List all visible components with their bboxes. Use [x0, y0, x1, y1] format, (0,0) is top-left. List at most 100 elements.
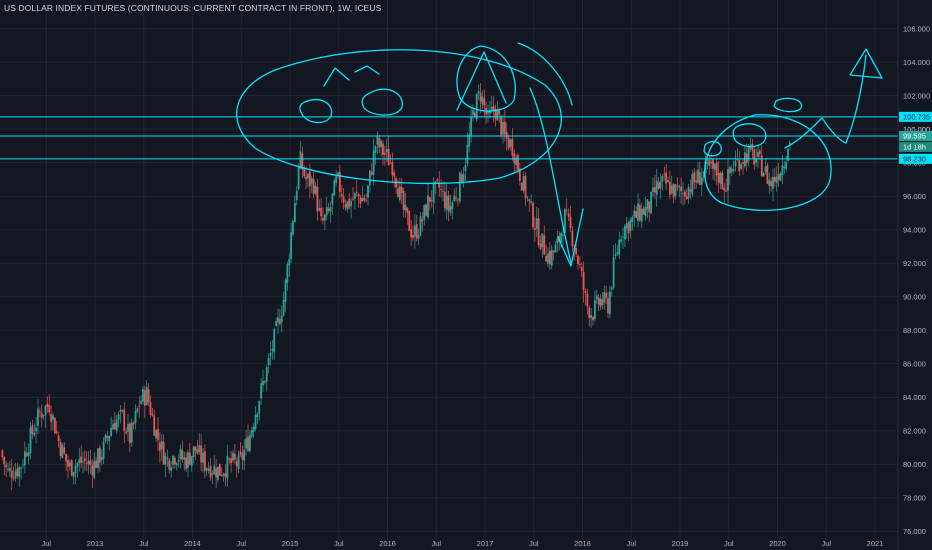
candle-body [305, 176, 308, 180]
candle-body [262, 380, 264, 386]
candle-body [758, 150, 761, 154]
candle-body [408, 211, 411, 231]
candle-body [352, 198, 354, 200]
candle-body [310, 178, 313, 184]
candle-body [350, 201, 353, 206]
candle-body [127, 423, 129, 433]
candle-body [554, 244, 557, 253]
drawing-brow-left [323, 67, 350, 87]
candle-body [303, 167, 306, 177]
candle-body [145, 387, 148, 405]
drawing-small-circle-3 [773, 97, 803, 113]
candle-body [27, 452, 30, 457]
candle-body [198, 444, 201, 452]
candle-body [78, 459, 81, 464]
candle-body [213, 465, 216, 474]
candle-body [355, 191, 358, 193]
candle-body [166, 458, 169, 459]
candle-body [652, 187, 654, 192]
candle-body [528, 199, 531, 201]
candle-body [83, 458, 86, 461]
candle-body [509, 139, 512, 147]
candle-body [492, 106, 495, 111]
candle-body [295, 190, 298, 201]
grid-lines [0, 0, 898, 540]
candle-body [547, 253, 549, 264]
candle-body [728, 167, 731, 174]
candle-body [425, 204, 428, 216]
candle-body [252, 426, 255, 432]
candle-body [301, 153, 304, 170]
candle-body [177, 460, 180, 462]
candle-body [307, 173, 309, 179]
candle-body [755, 159, 758, 163]
candle-body [89, 460, 92, 465]
candle-body [567, 213, 570, 217]
x-tick-label: 2017 [477, 539, 494, 548]
candle-body [427, 195, 429, 218]
candle-body [320, 207, 323, 217]
candle-body [325, 207, 328, 216]
candle-body [245, 438, 248, 449]
candle-body [402, 190, 405, 210]
candle-body [44, 406, 47, 416]
drawing-projection-path [784, 54, 867, 149]
candle-body [158, 442, 161, 451]
candle-body [449, 206, 452, 214]
candle-body [717, 172, 720, 183]
candle-body [779, 173, 782, 181]
y-tick-label: 82.000 [903, 427, 926, 436]
candle-body [443, 191, 446, 209]
candle-body [442, 191, 444, 192]
x-tick-label: 2019 [672, 539, 689, 548]
candle-body [430, 200, 433, 201]
candle-body [719, 172, 722, 185]
candle-body [327, 208, 330, 211]
candle-body [445, 195, 448, 211]
candle-body [55, 431, 58, 433]
candle-body [318, 207, 321, 211]
candle-body [119, 409, 122, 412]
candle-body [691, 174, 694, 195]
candle-body [230, 458, 233, 463]
candle-body [393, 172, 396, 177]
x-tick-label: 2013 [87, 539, 104, 548]
candle-body [344, 203, 347, 208]
candle-body [475, 94, 478, 120]
x-tick-label: Jul [236, 539, 246, 548]
candle-body [539, 243, 542, 250]
candle-body [775, 176, 778, 183]
candle-body [657, 182, 660, 189]
candle-body [162, 442, 165, 465]
candle-body [183, 457, 186, 460]
candle-body [788, 142, 791, 147]
candle-body [224, 473, 227, 478]
candle-body [457, 199, 459, 201]
candle-body [22, 464, 24, 466]
candle-body [635, 211, 638, 218]
candle-body [781, 165, 784, 176]
candle-body [46, 403, 49, 407]
candle-body [374, 146, 377, 154]
time-axis[interactable]: Jul 2013 Jul 2014 Jul 2015 Jul 2016 Jul 2017 Jul 20… [41, 539, 883, 548]
candle-body [140, 400, 143, 404]
candle-body [727, 168, 729, 191]
x-tick-label: Jul [724, 539, 734, 548]
candle-body [397, 188, 399, 198]
candle-body [378, 137, 381, 148]
candle-body [12, 478, 15, 480]
candle-body [48, 405, 51, 413]
candle-body [50, 414, 53, 422]
candle-body [130, 422, 133, 443]
candle-body [372, 150, 375, 175]
candle-body [117, 414, 120, 420]
candle-body [785, 162, 788, 169]
candle-body [436, 179, 439, 181]
x-tick-label: Jul [41, 539, 51, 548]
drawing-range-ellipse-left [236, 49, 562, 185]
candle-body [157, 429, 159, 440]
candle-body [203, 451, 206, 471]
candle-body [314, 185, 317, 194]
candle-body [40, 413, 43, 418]
